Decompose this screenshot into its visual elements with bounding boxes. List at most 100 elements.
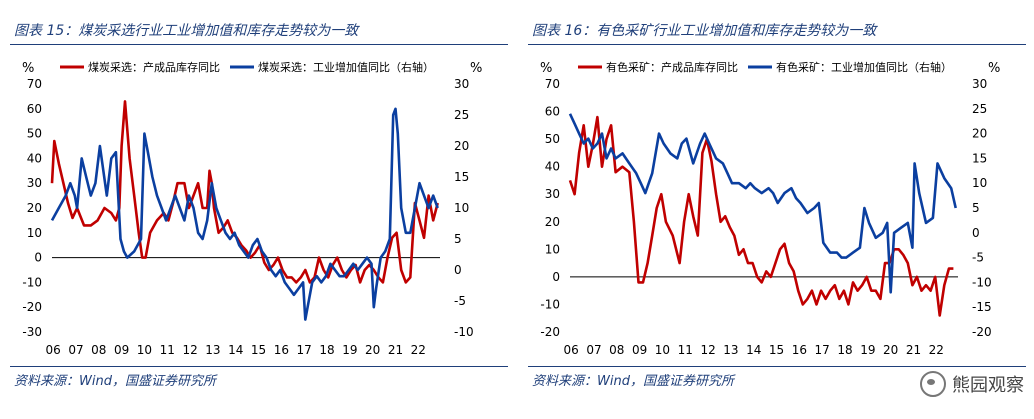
legend-label: 有色采矿：工业增加值同比（右轴） bbox=[776, 60, 952, 74]
right-tick-label: -15 bbox=[972, 300, 992, 314]
chart-panel-15: 图表 15：煤炭采选行业工业增加值和库存走势较为一致 -30 -20 -10 0 10 2… bbox=[0, 0, 512, 419]
left-tick-label: 60 bbox=[27, 102, 42, 116]
x-tick-label: 06 bbox=[46, 343, 61, 357]
right-tick-label: 25 bbox=[972, 102, 987, 116]
right-tick-label: 25 bbox=[454, 108, 469, 122]
x-tick-label: 19 bbox=[860, 343, 875, 357]
x-tick-label: 11 bbox=[678, 343, 693, 357]
right-tick-label: 15 bbox=[454, 170, 469, 184]
x-tick-label: 22 bbox=[929, 343, 944, 357]
x-tick-label: 18 bbox=[837, 343, 852, 357]
x-tick-label: 10 bbox=[137, 343, 152, 357]
right-tick-label: 0 bbox=[972, 226, 980, 240]
left-tick-label: 0 bbox=[34, 251, 42, 265]
left-tick-label: -30 bbox=[22, 325, 42, 339]
right-tick-label: -20 bbox=[972, 325, 992, 339]
title-divider bbox=[10, 44, 508, 45]
x-tick-label: 20 bbox=[883, 343, 898, 357]
x-tick-label: 12 bbox=[182, 343, 197, 357]
series-line bbox=[568, 113, 957, 294]
x-tick-label: 10 bbox=[655, 343, 670, 357]
x-tick-label: 08 bbox=[91, 343, 106, 357]
left-tick-label: -20 bbox=[22, 300, 42, 314]
right-tick-label: -5 bbox=[454, 294, 466, 308]
x-tick-label: 19 bbox=[342, 343, 357, 357]
left-tick-label: 20 bbox=[545, 215, 560, 229]
right-tick-label: 5 bbox=[454, 232, 462, 246]
right-tick-label: 15 bbox=[972, 151, 987, 165]
chart-16-plot: -20 -10 0 10 20 30 40 50 60 70 -20 -15 -10 -5 0 5 10 15 20… bbox=[540, 60, 1000, 357]
left-tick-label: 60 bbox=[545, 105, 560, 119]
x-tick-label: 14 bbox=[746, 343, 761, 357]
x-tick-label: 22 bbox=[411, 343, 426, 357]
x-tick-label: 16 bbox=[274, 343, 289, 357]
left-tick-label: 30 bbox=[27, 176, 42, 190]
right-axis-unit: % bbox=[470, 61, 482, 76]
x-tick-label: 09 bbox=[632, 343, 647, 357]
title-divider bbox=[528, 44, 1026, 45]
chart-15-plot: -30 -20 -10 0 10 20 30 40 50 60 70 -10 -5 0 5 10 15 20 25 3… bbox=[22, 60, 482, 357]
right-tick-label: -10 bbox=[454, 325, 474, 339]
left-tick-label: 70 bbox=[545, 77, 560, 91]
left-axis-unit: % bbox=[540, 61, 552, 76]
x-tick-label: 08 bbox=[609, 343, 624, 357]
x-tick-label: 11 bbox=[160, 343, 175, 357]
watermark: 熊园观察 bbox=[920, 371, 1024, 397]
left-tick-label: 10 bbox=[545, 242, 560, 256]
chart-title: 图表 15：煤炭采选行业工业增加值和库存走势较为一致 bbox=[14, 23, 359, 39]
right-tick-label: 20 bbox=[454, 139, 469, 153]
x-tick-label: 13 bbox=[723, 343, 738, 357]
right-tick-label: 30 bbox=[454, 77, 469, 91]
series-line bbox=[568, 115, 954, 317]
left-tick-label: 50 bbox=[545, 132, 560, 146]
x-tick-label: 18 bbox=[319, 343, 334, 357]
left-tick-label: 40 bbox=[27, 151, 42, 165]
source-note: 资料来源：Wind，国盛证券研究所 bbox=[532, 374, 734, 389]
left-tick-label: 10 bbox=[27, 226, 42, 240]
left-tick-label: 0 bbox=[552, 270, 560, 284]
x-tick-label: 06 bbox=[564, 343, 579, 357]
source-note: 资料来源：Wind，国盛证券研究所 bbox=[14, 374, 216, 389]
right-tick-label: -5 bbox=[972, 251, 984, 265]
left-tick-label: -10 bbox=[22, 275, 42, 289]
left-tick-label: -10 bbox=[540, 297, 560, 311]
chart-panel-16: 图表 16：有色采矿行业工业增加值和库存走势较为一致 -20 -10 0 10 20 30… bbox=[518, 0, 1030, 419]
wechat-icon bbox=[920, 371, 946, 397]
right-tick-label: 5 bbox=[972, 201, 980, 215]
x-tick-label: 17 bbox=[815, 343, 830, 357]
x-tick-label: 07 bbox=[68, 343, 83, 357]
x-tick-label: 15 bbox=[251, 343, 266, 357]
right-tick-label: 30 bbox=[972, 77, 987, 91]
x-tick-label: 21 bbox=[388, 343, 403, 357]
x-tick-label: 13 bbox=[205, 343, 220, 357]
x-tick-label: 09 bbox=[114, 343, 129, 357]
left-tick-label: 40 bbox=[545, 160, 560, 174]
x-tick-label: 21 bbox=[906, 343, 921, 357]
series-line bbox=[50, 107, 439, 321]
series-line bbox=[50, 100, 439, 284]
legend-label: 煤炭采选：产成品库存同比 bbox=[88, 60, 220, 74]
x-tick-label: 17 bbox=[297, 343, 312, 357]
right-tick-label: 10 bbox=[972, 176, 987, 190]
left-axis-unit: % bbox=[22, 61, 34, 76]
left-tick-label: 30 bbox=[545, 187, 560, 201]
x-tick-label: 15 bbox=[769, 343, 784, 357]
left-tick-label: 70 bbox=[27, 77, 42, 91]
chart-title: 图表 16：有色采矿行业工业增加值和库存走势较为一致 bbox=[532, 23, 877, 39]
left-tick-label: 20 bbox=[27, 201, 42, 215]
right-tick-label: 20 bbox=[972, 127, 987, 141]
left-tick-label: 50 bbox=[27, 127, 42, 141]
legend-label: 有色采矿：产成品库存同比 bbox=[606, 60, 738, 74]
source-divider bbox=[10, 366, 508, 367]
right-tick-label: 0 bbox=[454, 263, 462, 277]
legend-label: 煤炭采选：工业增加值同比（右轴） bbox=[258, 60, 434, 74]
left-tick-label: -20 bbox=[540, 325, 560, 339]
right-tick-label: -10 bbox=[972, 275, 992, 289]
source-divider bbox=[528, 366, 1026, 367]
x-tick-label: 14 bbox=[228, 343, 243, 357]
x-tick-label: 16 bbox=[792, 343, 807, 357]
watermark-text: 熊园观察 bbox=[952, 375, 1024, 396]
x-tick-label: 20 bbox=[365, 343, 380, 357]
right-tick-label: 10 bbox=[454, 201, 469, 215]
right-axis-unit: % bbox=[988, 61, 1000, 76]
